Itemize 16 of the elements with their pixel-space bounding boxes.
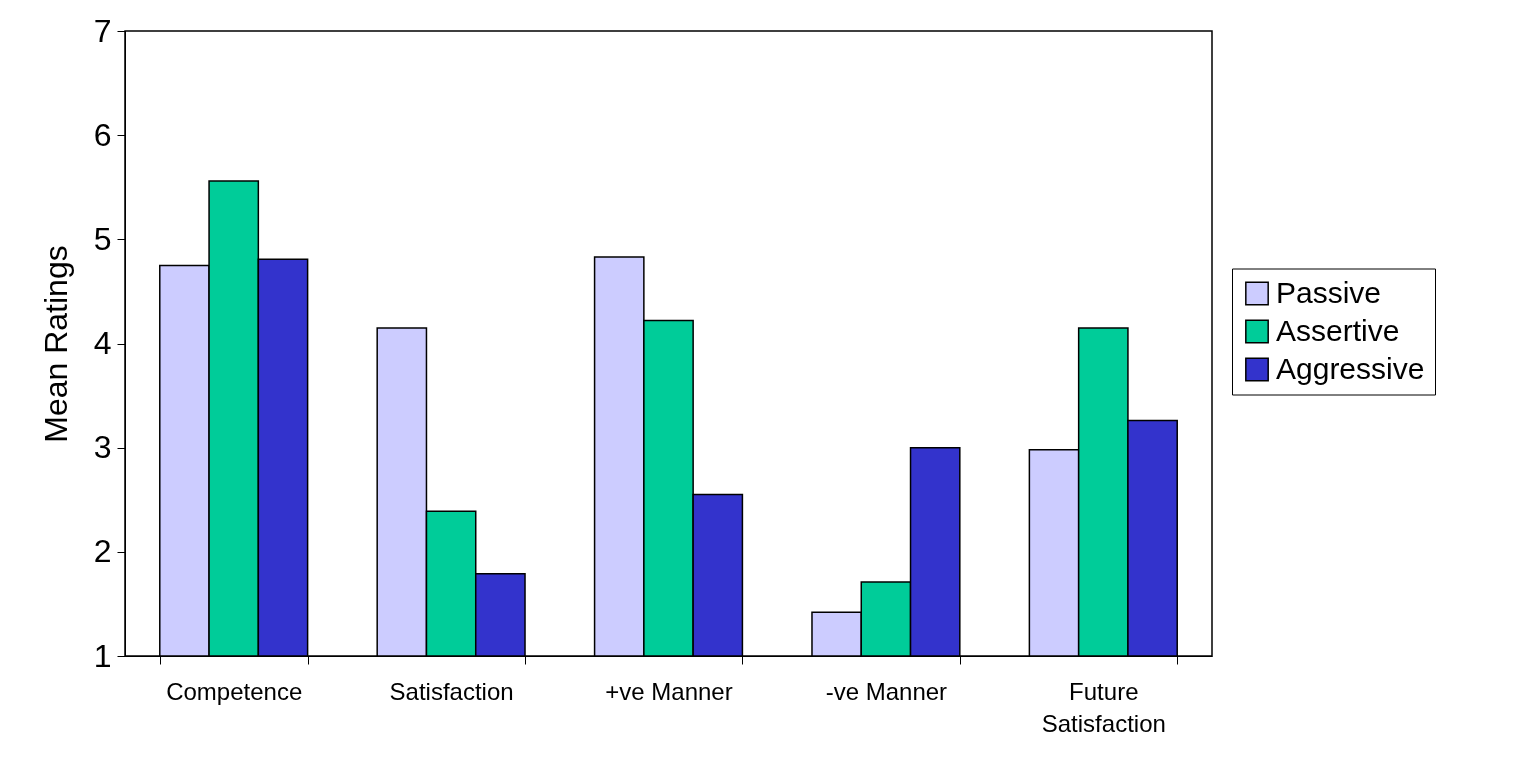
y-tick-label: 3 <box>93 429 112 466</box>
x-tick-label: -ve Manner <box>825 677 948 705</box>
y-tick-label: 6 <box>93 116 112 153</box>
x-tick-label: Satisfaction <box>389 677 514 705</box>
legend-label: Passive <box>1276 275 1382 309</box>
y-tick-label: 5 <box>93 220 112 257</box>
y-tick-label: 1 <box>93 637 112 674</box>
legend-label: Assertive <box>1276 313 1400 347</box>
y-tick-label: 2 <box>93 533 112 570</box>
legend-label: Aggressive <box>1276 351 1425 385</box>
y-tick-label: 4 <box>93 325 112 361</box>
x-tick-label: +ve Manner <box>605 677 733 705</box>
y-axis-title: Mean Ratings <box>37 245 74 443</box>
x-tick-label: Competence <box>166 677 303 705</box>
y-tick-label: 7 <box>93 12 112 49</box>
x-tick-label: Future Satisfaction <box>1041 677 1166 737</box>
